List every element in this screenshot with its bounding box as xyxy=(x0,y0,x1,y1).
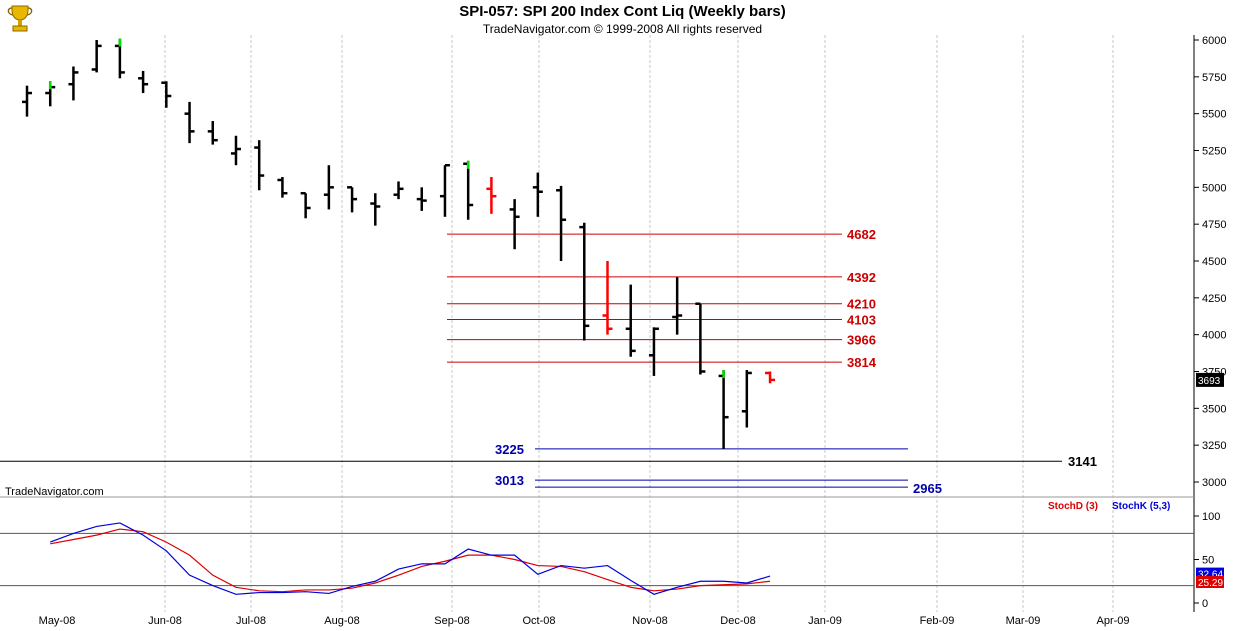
watermark: TradeNavigator.com xyxy=(5,486,104,498)
y-tick-label: 100 xyxy=(1202,511,1220,523)
ohlc-bar xyxy=(509,199,520,250)
ohlc-bar xyxy=(532,172,543,217)
ohlc-bar xyxy=(486,177,497,214)
y-tick-label: 0 xyxy=(1202,598,1208,610)
ohlc-bar xyxy=(300,191,311,219)
fib-level-label: 4392 xyxy=(847,270,876,285)
ohlc-bar xyxy=(625,284,636,357)
y-tick-label: 3250 xyxy=(1202,440,1226,452)
x-tick-label: Apr-09 xyxy=(1096,615,1129,627)
y-tick-label: 4750 xyxy=(1202,219,1226,231)
ohlc-bar xyxy=(91,40,102,73)
horizontal-level-label: 3141 xyxy=(1068,454,1097,469)
last-price-label: 3693 xyxy=(1198,376,1221,387)
chart-title: SPI-057: SPI 200 Index Cont Liq (Weekly … xyxy=(459,3,786,20)
x-tick-label: Jun-08 xyxy=(148,615,182,627)
x-tick-label: Aug-08 xyxy=(324,615,359,627)
stoch-k-line xyxy=(50,522,771,595)
ohlc-bar xyxy=(161,81,172,108)
y-tick-label: 4500 xyxy=(1202,256,1226,268)
y-tick-label: 50 xyxy=(1202,555,1214,567)
price-axis: 3000325035003750400042504500475050005250… xyxy=(1194,35,1226,489)
fib-level-label: 3966 xyxy=(847,333,876,348)
ohlc-bar xyxy=(439,163,450,217)
y-tick-label: 3000 xyxy=(1202,477,1226,489)
x-tick-label: Oct-08 xyxy=(522,615,555,627)
fib-level-label: 4682 xyxy=(847,227,876,242)
x-tick-label: Nov-08 xyxy=(632,615,667,627)
fib-level-label: 4210 xyxy=(847,297,876,312)
ohlc-bar xyxy=(765,371,776,384)
ohlc-bar xyxy=(648,327,659,376)
ohlc-bars xyxy=(22,38,776,449)
ohlc-bar xyxy=(207,121,218,145)
ohlc-bar xyxy=(45,81,56,107)
ohlc-bar xyxy=(277,177,288,198)
ohlc-bar xyxy=(184,101,195,144)
ohlc-bar xyxy=(416,187,427,211)
ohlc-bar xyxy=(114,38,125,79)
support-label: 3225 xyxy=(495,442,524,457)
stoch-k-last: 32.64 xyxy=(1198,570,1223,581)
ohlc-bar xyxy=(695,302,706,375)
ohlc-bar xyxy=(68,66,79,101)
ohlc-bar xyxy=(741,370,752,428)
ohlc-bar xyxy=(254,140,265,191)
x-tick-label: Mar-09 xyxy=(1006,615,1041,627)
x-tick-label: May-08 xyxy=(39,615,76,627)
ohlc-bar xyxy=(347,186,358,213)
x-tick-label: Dec-08 xyxy=(720,615,755,627)
support-label: 3013 xyxy=(495,473,524,488)
ohlc-bar xyxy=(22,85,32,117)
y-tick-label: 5250 xyxy=(1202,146,1226,158)
legend-stoch-k: StochK (5,3) xyxy=(1112,501,1170,512)
x-tick-label: Feb-09 xyxy=(920,615,955,627)
support-levels: 3225 3013 2965 3141 xyxy=(0,442,1097,496)
ohlc-bar xyxy=(138,70,149,94)
ohlc-bar xyxy=(323,165,334,210)
ohlc-bar xyxy=(230,135,241,166)
stochastic-lines xyxy=(50,522,771,595)
fib-level-label: 3814 xyxy=(847,355,877,370)
ohlc-bar xyxy=(370,193,381,226)
date-axis: May-08 Jun-08 Jul-08 Aug-08 Sep-08 Oct-08 Nov-… xyxy=(39,615,1130,627)
fib-level-label: 4103 xyxy=(847,312,876,327)
ohlc-bar xyxy=(579,222,590,341)
y-tick-label: 6000 xyxy=(1202,35,1226,47)
y-tick-label: 5500 xyxy=(1202,109,1226,121)
ohlc-bar xyxy=(602,261,613,335)
ohlc-bar xyxy=(672,277,683,335)
support-label: 2965 xyxy=(913,481,942,496)
x-tick-label: Jul-08 xyxy=(236,615,266,627)
y-tick-label: 4000 xyxy=(1202,330,1226,342)
ohlc-bar xyxy=(718,370,729,449)
y-tick-label: 5750 xyxy=(1202,72,1226,84)
stoch-d-last: 25.29 xyxy=(1198,578,1223,589)
y-tick-label: 4250 xyxy=(1202,293,1226,305)
ohlc-bar xyxy=(463,160,474,220)
trophy-icon[interactable] xyxy=(3,2,37,34)
chart-subtitle: TradeNavigator.com © 1999-2008 All right… xyxy=(482,22,763,36)
legend-stoch-d: StochD (3) xyxy=(1048,501,1098,512)
x-tick-label: Sep-08 xyxy=(434,615,469,627)
x-tick-label: Jan-09 xyxy=(808,615,842,627)
ohlc-bar xyxy=(556,185,567,261)
ohlc-bar xyxy=(393,181,404,200)
y-tick-label: 5000 xyxy=(1202,182,1226,194)
y-tick-label: 3500 xyxy=(1202,403,1226,415)
stoch-d-line xyxy=(50,528,771,593)
